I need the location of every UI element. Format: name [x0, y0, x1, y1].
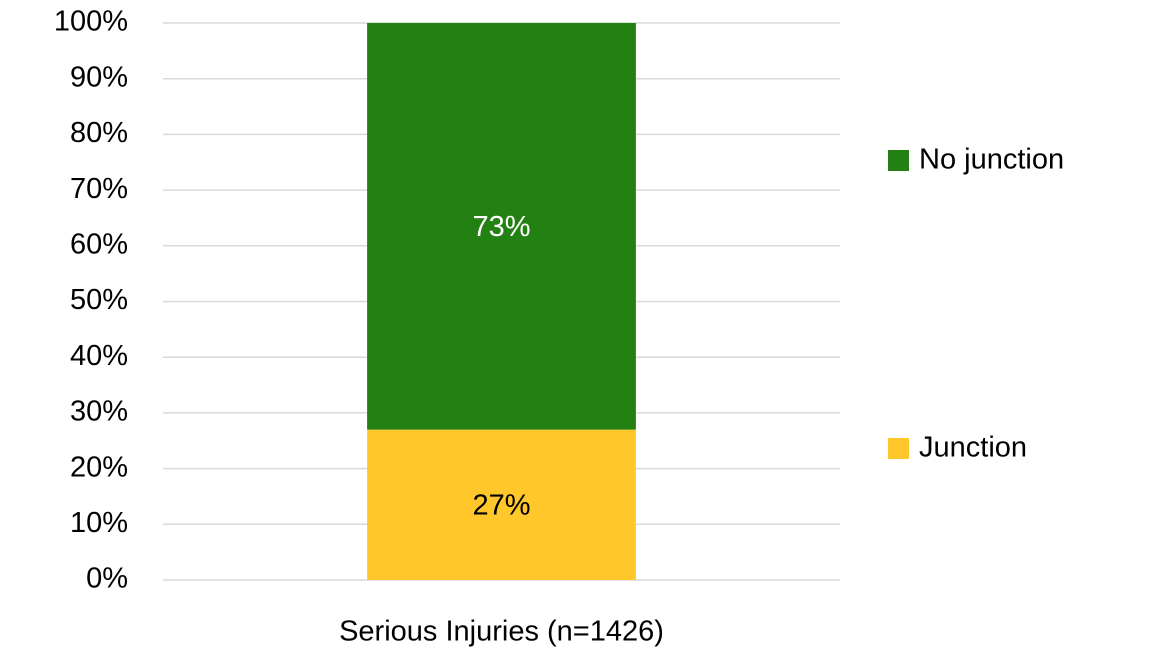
y-tick-label: 100% — [54, 6, 128, 38]
y-tick-label: 10% — [70, 507, 128, 539]
y-tick-label: 0% — [86, 563, 128, 595]
legend-swatch — [888, 150, 909, 171]
y-tick-label: 90% — [70, 61, 128, 93]
legend-label: Junction — [919, 432, 1027, 464]
legend-swatch — [888, 438, 909, 459]
data-label: 27% — [472, 489, 530, 521]
y-tick-label: 40% — [70, 340, 128, 372]
y-tick-label: 60% — [70, 228, 128, 260]
bar-segment — [367, 429, 636, 580]
x-tick-label: Serious Injuries (n=1426) — [339, 616, 664, 648]
y-tick-label: 30% — [70, 396, 128, 428]
y-tick-label: 50% — [70, 284, 128, 316]
y-tick-label: 80% — [70, 117, 128, 149]
legend-label: No junction — [919, 144, 1064, 176]
y-tick-label: 70% — [70, 173, 128, 205]
data-label: 73% — [472, 211, 530, 243]
bar-segment — [367, 23, 636, 430]
y-tick-label: 20% — [70, 451, 128, 483]
